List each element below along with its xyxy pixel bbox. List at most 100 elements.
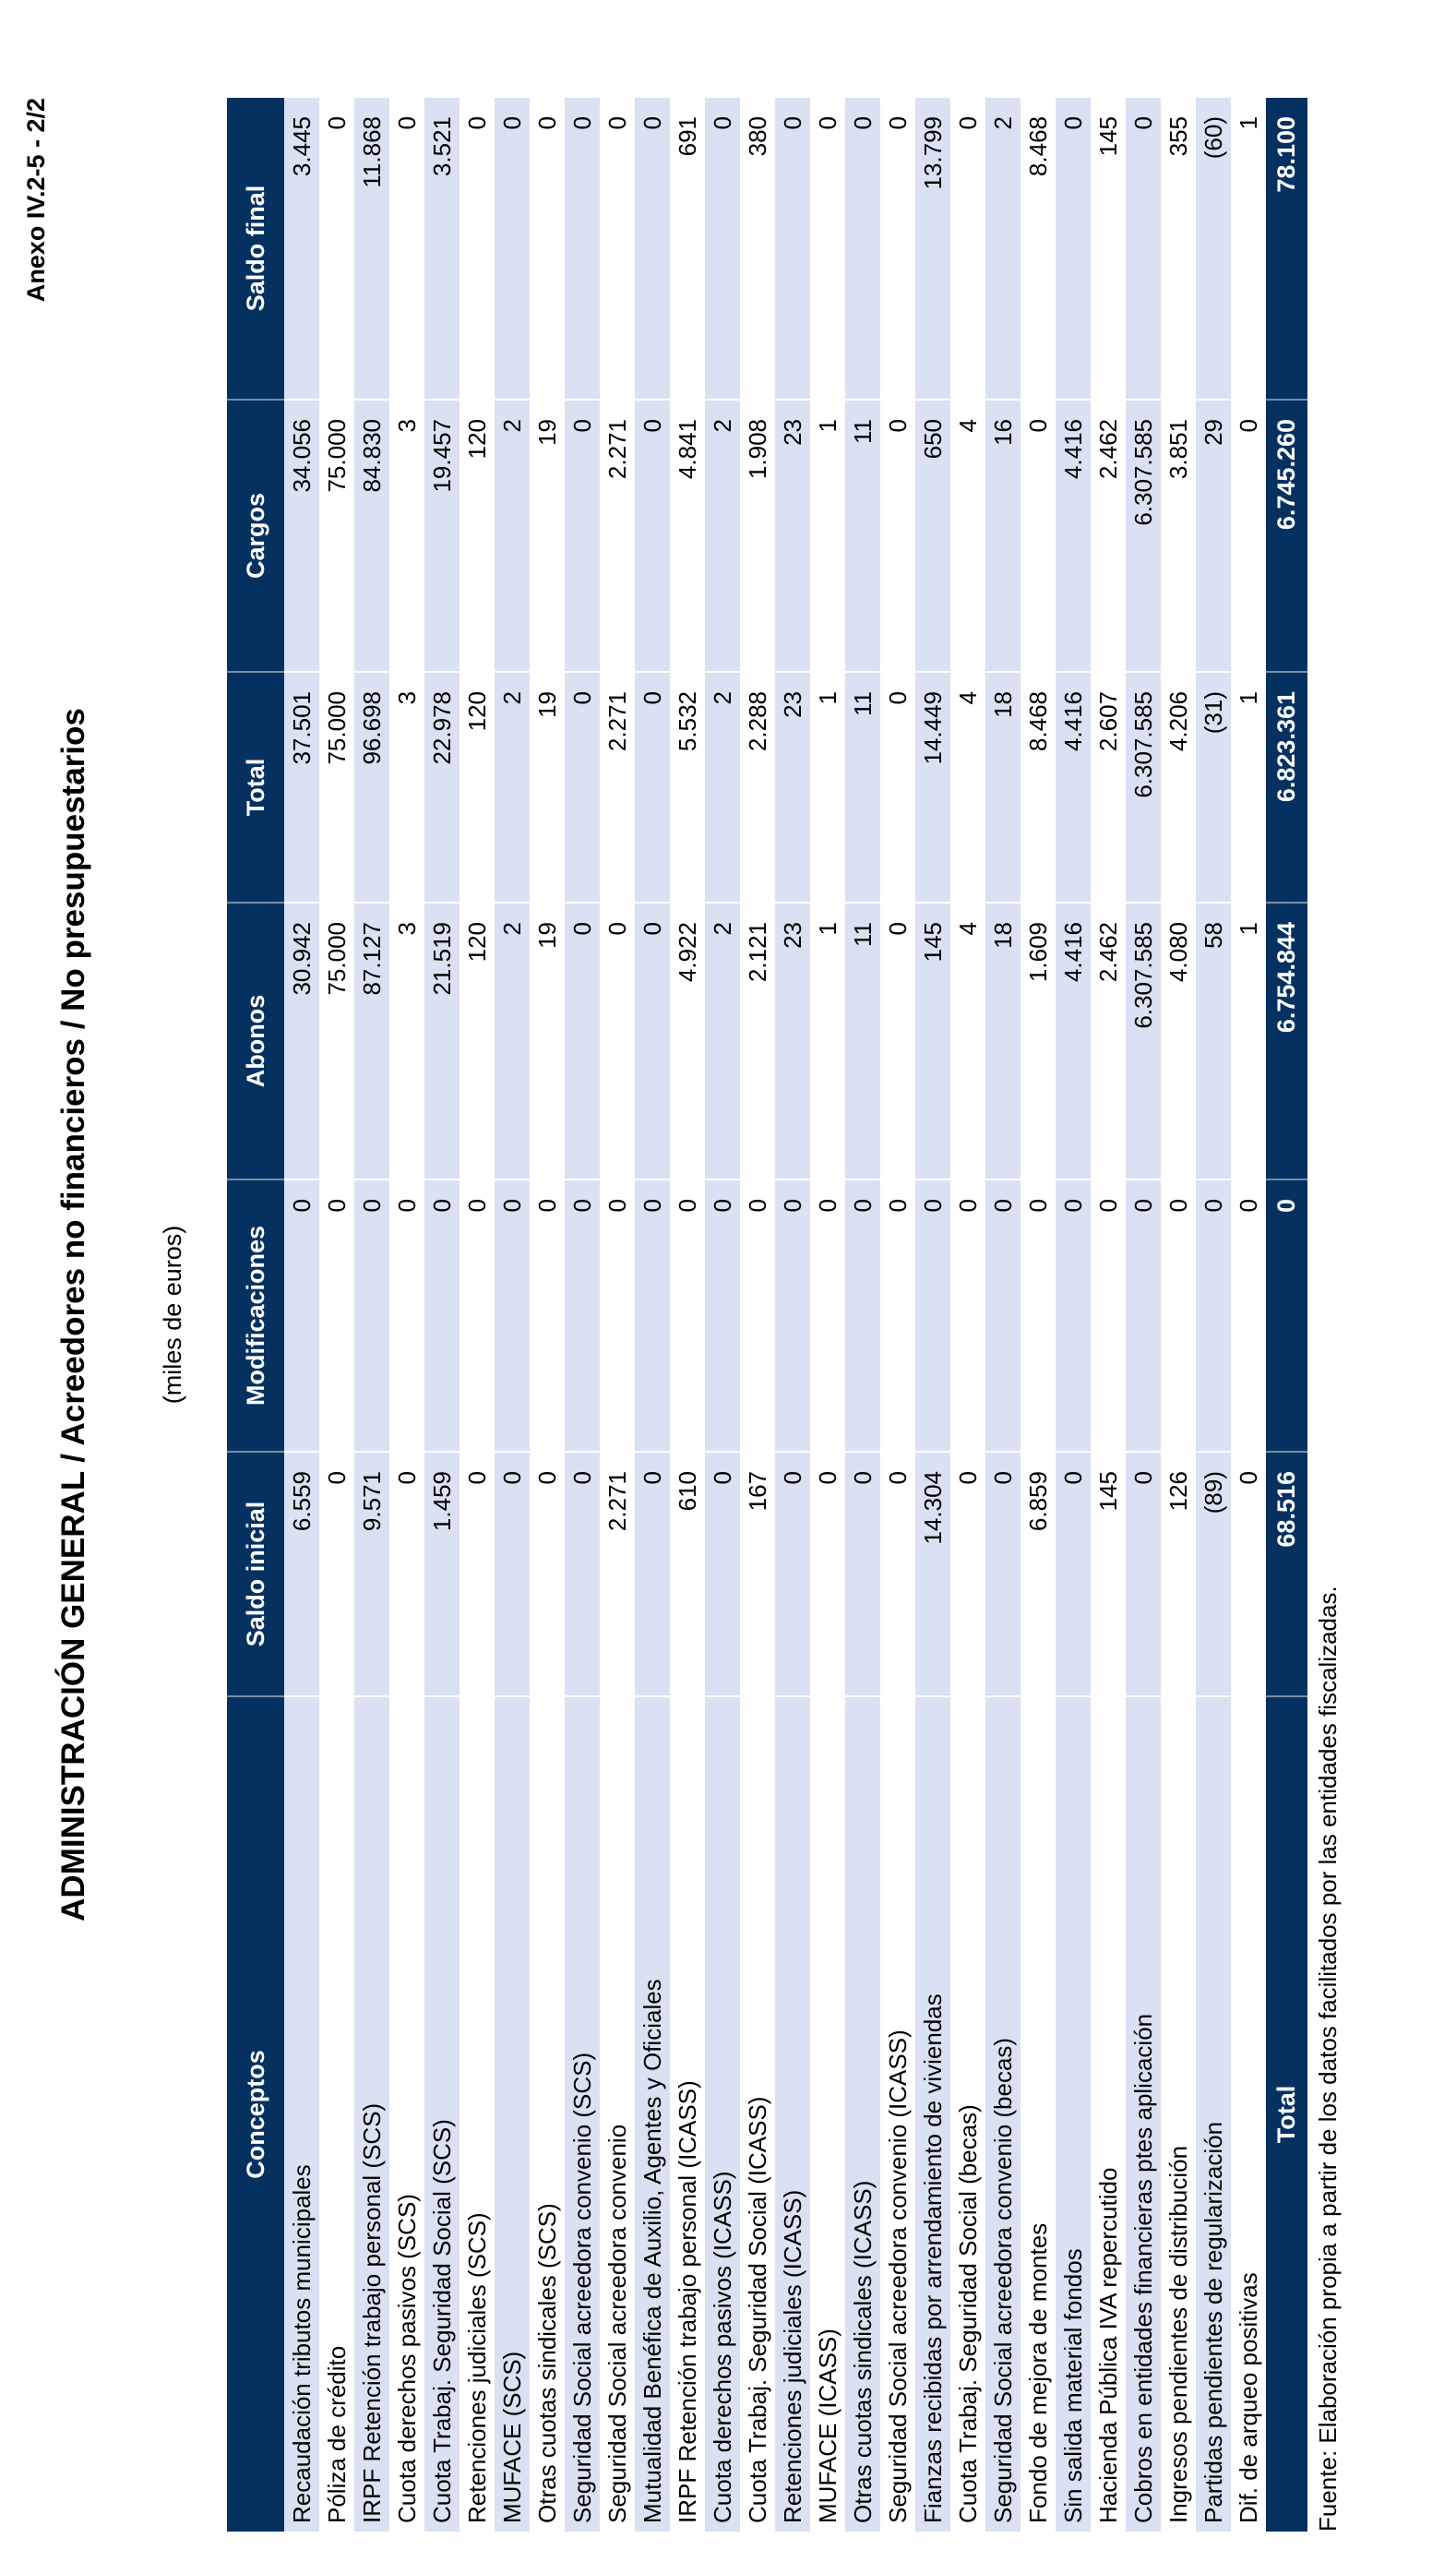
value-cell: 145	[915, 903, 950, 1179]
table-row: Fondo de mejora de montes 6.859 0 1.609 8.46…	[1020, 98, 1056, 2532]
concepto-cell: Seguridad Social acreedora convenio (bec…	[985, 1696, 1020, 2532]
value-cell: 0	[985, 1179, 1020, 1452]
value-cell: 167	[740, 1452, 775, 1696]
value-cell: 126	[1161, 1452, 1196, 1696]
value-cell: 0	[1091, 1179, 1126, 1452]
value-cell: 87.127	[354, 903, 389, 1179]
value-cell: 0	[670, 1179, 705, 1452]
table-row: Cuota derechos pasivos (SCS) 0 0 3 3 3 0	[389, 98, 424, 2532]
value-cell: 0	[600, 903, 635, 1179]
value-cell: 3.851	[1161, 400, 1196, 672]
concepto-cell: Mutualidad Benéfica de Auxilio, Agentes …	[635, 1696, 670, 2532]
value-cell: 2	[495, 903, 530, 1179]
value-cell: 3	[389, 400, 424, 672]
value-cell: 2.288	[740, 672, 775, 903]
value-cell: 0	[1231, 1452, 1266, 1696]
value-cell: 6.859	[1020, 1452, 1056, 1696]
value-cell: 75.000	[319, 400, 354, 672]
column-header: Cargos	[227, 400, 284, 672]
column-header: Saldo final	[227, 98, 284, 400]
value-cell: 0	[565, 1452, 600, 1696]
value-cell: 0	[880, 1179, 915, 1452]
table-row: Fianzas recibidas por arrendamiento de v…	[915, 98, 950, 2532]
value-cell: 1.609	[1020, 903, 1056, 1179]
value-cell: 4.416	[1056, 400, 1091, 672]
concepto-cell: Sin salida material fondos	[1056, 1696, 1091, 2532]
value-cell: 0	[495, 98, 530, 400]
value-cell: 6.307.585	[1126, 672, 1161, 903]
value-cell: 0	[565, 98, 600, 400]
value-cell: 0	[845, 1452, 880, 1696]
units-subtitle: (miles de euros)	[159, 1225, 186, 1405]
value-cell: 19	[530, 400, 565, 672]
value-cell: 355	[1161, 98, 1196, 400]
concepto-cell: Retenciones judiciales (SCS)	[463, 2212, 491, 2523]
value-cell: 37.501	[284, 672, 319, 903]
column-header: Abonos	[227, 903, 284, 1179]
table-row: Cobros en entidades financieras ptes apl…	[1126, 98, 1161, 2532]
value-cell: 2.607	[1091, 672, 1126, 903]
value-cell: 2.462	[1091, 400, 1126, 672]
concepto-cell: MUFACE (SCS)	[495, 1696, 530, 2532]
value-cell: 2.271	[600, 672, 635, 903]
value-cell: 380	[740, 98, 775, 400]
table-sheet: Anexo IV.2-5 - 2/2 ADMINISTRACIÓN GENERA…	[0, 98, 1456, 2532]
value-cell: 23	[775, 903, 810, 1179]
value-cell: 0	[600, 98, 635, 400]
value-cell: 2	[985, 98, 1020, 400]
value-cell: 84.830	[354, 400, 389, 672]
value-cell: 6.307.585	[1126, 903, 1161, 1179]
value-cell: 19	[530, 672, 565, 903]
table-row: Seguridad Social acreedora convenio 2.271…	[600, 98, 635, 2532]
header-row: Conceptos Saldo inicial Modificaciones Abon…	[227, 98, 284, 2532]
value-cell: 0	[1231, 1179, 1266, 1452]
value-cell: 5.532	[670, 672, 705, 903]
value-cell: 691	[670, 98, 705, 400]
value-cell: 0	[354, 1179, 389, 1452]
value-cell: 6.559	[284, 1452, 319, 1696]
value-cell: 0	[845, 98, 880, 400]
value-cell: 120	[459, 400, 495, 672]
value-cell: 16	[985, 400, 1020, 672]
value-cell: 11	[845, 903, 880, 1179]
value-cell: 1	[810, 903, 845, 1179]
value-cell: 1	[810, 672, 845, 903]
value-cell: 0	[389, 98, 424, 400]
value-cell: 0	[459, 98, 495, 400]
value-cell: 22.978	[424, 672, 459, 903]
value-cell: 0	[635, 903, 670, 1179]
value-cell: 0	[1020, 400, 1056, 672]
value-cell: 30.942	[284, 903, 319, 1179]
value-cell: 1	[1231, 672, 1266, 903]
table-row: Retenciones judiciales (SCS) 0 0 120 120 120 0	[459, 98, 495, 2532]
value-cell: 0	[810, 1179, 845, 1452]
value-cell: 2.271	[600, 1452, 635, 1696]
value-cell: 19.457	[424, 400, 459, 672]
value-cell: 11	[845, 400, 880, 672]
value-cell: 0	[915, 1179, 950, 1452]
concepto-cell: Cuota derechos pasivos (SCS)	[393, 2194, 421, 2523]
value-cell: 0	[530, 1179, 565, 1452]
value-cell: 75.000	[319, 672, 354, 903]
value-cell: 0	[950, 1179, 985, 1452]
value-cell: 0	[880, 400, 915, 672]
value-cell: 14.449	[915, 672, 950, 903]
concepto-cell: Cuota derechos pasivos (ICASS)	[705, 1696, 740, 2532]
value-cell: 0	[1231, 400, 1266, 672]
table-row: Otras cuotas sindicales (SCS) 0 0 19 19 19 0	[530, 98, 565, 2532]
table-row: Seguridad Social acreedora convenio (ICA…	[880, 98, 915, 2532]
value-cell: 23	[775, 672, 810, 903]
value-cell: 11	[845, 672, 880, 903]
value-cell: 0	[459, 1179, 495, 1452]
value-cell: 0	[600, 1179, 635, 1452]
value-cell: 0	[635, 400, 670, 672]
value-cell: (60)	[1196, 98, 1231, 400]
concepto-cell: Otras cuotas sindicales (SCS)	[533, 2203, 561, 2523]
value-cell: 0	[1126, 98, 1161, 400]
concepto-cell: Fianzas recibidas por arrendamiento de v…	[915, 1696, 950, 2532]
value-cell: 2	[705, 672, 740, 903]
value-cell: 2	[495, 400, 530, 672]
value-cell: 145	[1091, 1452, 1126, 1696]
table-row: Póliza de crédito 0 0 75.000 75.000 75.000 0	[319, 98, 354, 2532]
